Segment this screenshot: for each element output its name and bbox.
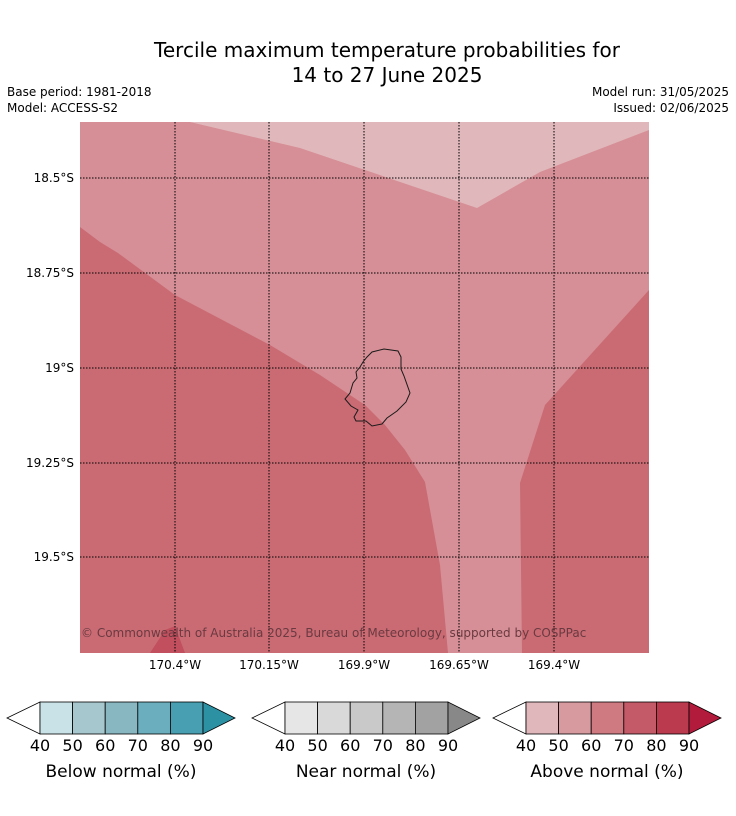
- colorbar-tick-label: 50: [548, 736, 568, 755]
- lon-tick-label: 170.4°W: [149, 658, 201, 672]
- legend-below-normal: 40 50 60 70 80 90 Below normal (%): [6, 700, 236, 810]
- colorbar-extend-high: [202, 701, 236, 735]
- colorbar-segment: [104, 701, 139, 735]
- legend-title: Above normal (%): [530, 762, 684, 782]
- region-above-40-50: [190, 122, 649, 208]
- legend-above-normal: 40 50 60 70 80 90 Above normal (%): [492, 700, 722, 810]
- model-label: Model: ACCESS-S2: [7, 101, 119, 115]
- meta-right: Model run: 31/05/2025 Issued: 02/06/2025: [592, 84, 729, 116]
- colorbar-tick-label: 60: [95, 736, 115, 755]
- colorbar-segment: [525, 701, 559, 735]
- colorbar-tick-label: 90: [193, 736, 213, 755]
- lat-tick-label: 19.5°S: [34, 550, 74, 564]
- colorbar-extend-low: [492, 701, 527, 735]
- colorbar-tick-label: 70: [373, 736, 393, 755]
- lat-tick-label: 18.5°S: [34, 171, 74, 185]
- base-period-label: Base period: 1981-2018: [7, 85, 152, 99]
- colorbar-segment: [317, 701, 351, 735]
- lat-tick-labels: 18.5°S 18.75°S 19°S 19.25°S 19.5°S: [26, 171, 74, 564]
- colorbar-extend-low: [6, 701, 41, 735]
- colorbar-tick-label: 90: [679, 736, 699, 755]
- legend-title: Near normal (%): [295, 762, 437, 782]
- colorbar-extend-low: [251, 701, 286, 735]
- meta-left: Base period: 1981-2018 Model: ACCESS-S2: [7, 84, 152, 116]
- colorbar-tick-label: 70: [614, 736, 634, 755]
- niue-island-outline: [344, 348, 411, 427]
- colorbar-segment: [655, 701, 690, 735]
- colorbar: 40 50 60 70 80 90: [6, 701, 236, 755]
- graticule: [80, 122, 649, 653]
- colorbar-segment: [382, 701, 416, 735]
- region-above-70-80: [150, 626, 185, 653]
- colorbar-segment: [284, 701, 318, 735]
- region-above-60-70-west: [80, 227, 448, 653]
- colorbar-segment: [414, 701, 449, 735]
- colorbar-extend-high: [447, 701, 481, 735]
- colorbar-tick-label: 70: [128, 736, 148, 755]
- colorbar-tick-label: 60: [581, 736, 601, 755]
- colorbar-segment: [590, 701, 625, 735]
- colorbar-tick-label: 60: [340, 736, 360, 755]
- colorbar-segment: [169, 701, 204, 735]
- lon-tick-labels: 170.4°W 170.15°W 169.9°W 169.65°W 169.4°…: [149, 658, 580, 672]
- colorbar-extend-high: [688, 701, 722, 735]
- colorbar-segment: [558, 701, 592, 735]
- lat-tick-label: 18.75°S: [26, 266, 74, 280]
- lon-tick-label: 169.4°W: [528, 658, 580, 672]
- colorbar-segment: [349, 701, 384, 735]
- colorbar-tick-label: 80: [405, 736, 425, 755]
- map: © Commonwealth of Australia 2025, Bureau…: [26, 122, 649, 672]
- colorbar-tick-label: 40: [516, 736, 536, 755]
- colorbar: 40 50 60 70 80 90: [492, 701, 722, 755]
- colorbar-tick-label: 40: [30, 736, 50, 755]
- lon-tick-label: 169.65°W: [429, 658, 489, 672]
- colorbar-tick-label: 90: [438, 736, 458, 755]
- colorbar-tick-label: 80: [160, 736, 180, 755]
- lon-tick-label: 169.9°W: [338, 658, 390, 672]
- lat-tick-label: 19°S: [45, 361, 74, 375]
- colorbar-segment: [137, 701, 171, 735]
- colorbar-segment: [623, 701, 657, 735]
- colorbar-tick-label: 40: [275, 736, 295, 755]
- model-run-label: Model run: 31/05/2025: [591, 85, 729, 99]
- colorbar-tick-label: 80: [646, 736, 666, 755]
- colorbar-tick-label: 50: [307, 736, 327, 755]
- region-above-60-70-east: [520, 290, 649, 653]
- lat-tick-label: 19.25°S: [26, 456, 74, 470]
- colorbar: 40 50 60 70 80 90: [251, 701, 481, 755]
- legend-title: Below normal (%): [45, 762, 197, 782]
- title-line-2: 14 to 27 June 2025: [291, 63, 483, 87]
- issued-label: Issued: 02/06/2025: [613, 101, 729, 115]
- colorbar-segment: [39, 701, 73, 735]
- lon-tick-label: 170.15°W: [239, 658, 299, 672]
- map-title: Tercile maximum temperature probabilitie…: [0, 38, 736, 88]
- title-line-1: Tercile maximum temperature probabilitie…: [154, 38, 620, 62]
- colorbar-tick-label: 50: [62, 736, 82, 755]
- colorbar-segment: [72, 701, 106, 735]
- legend-near-normal: 40 50 60 70 80 90 Near normal (%): [251, 700, 481, 810]
- copyright-notice: © Commonwealth of Australia 2025, Bureau…: [81, 626, 586, 640]
